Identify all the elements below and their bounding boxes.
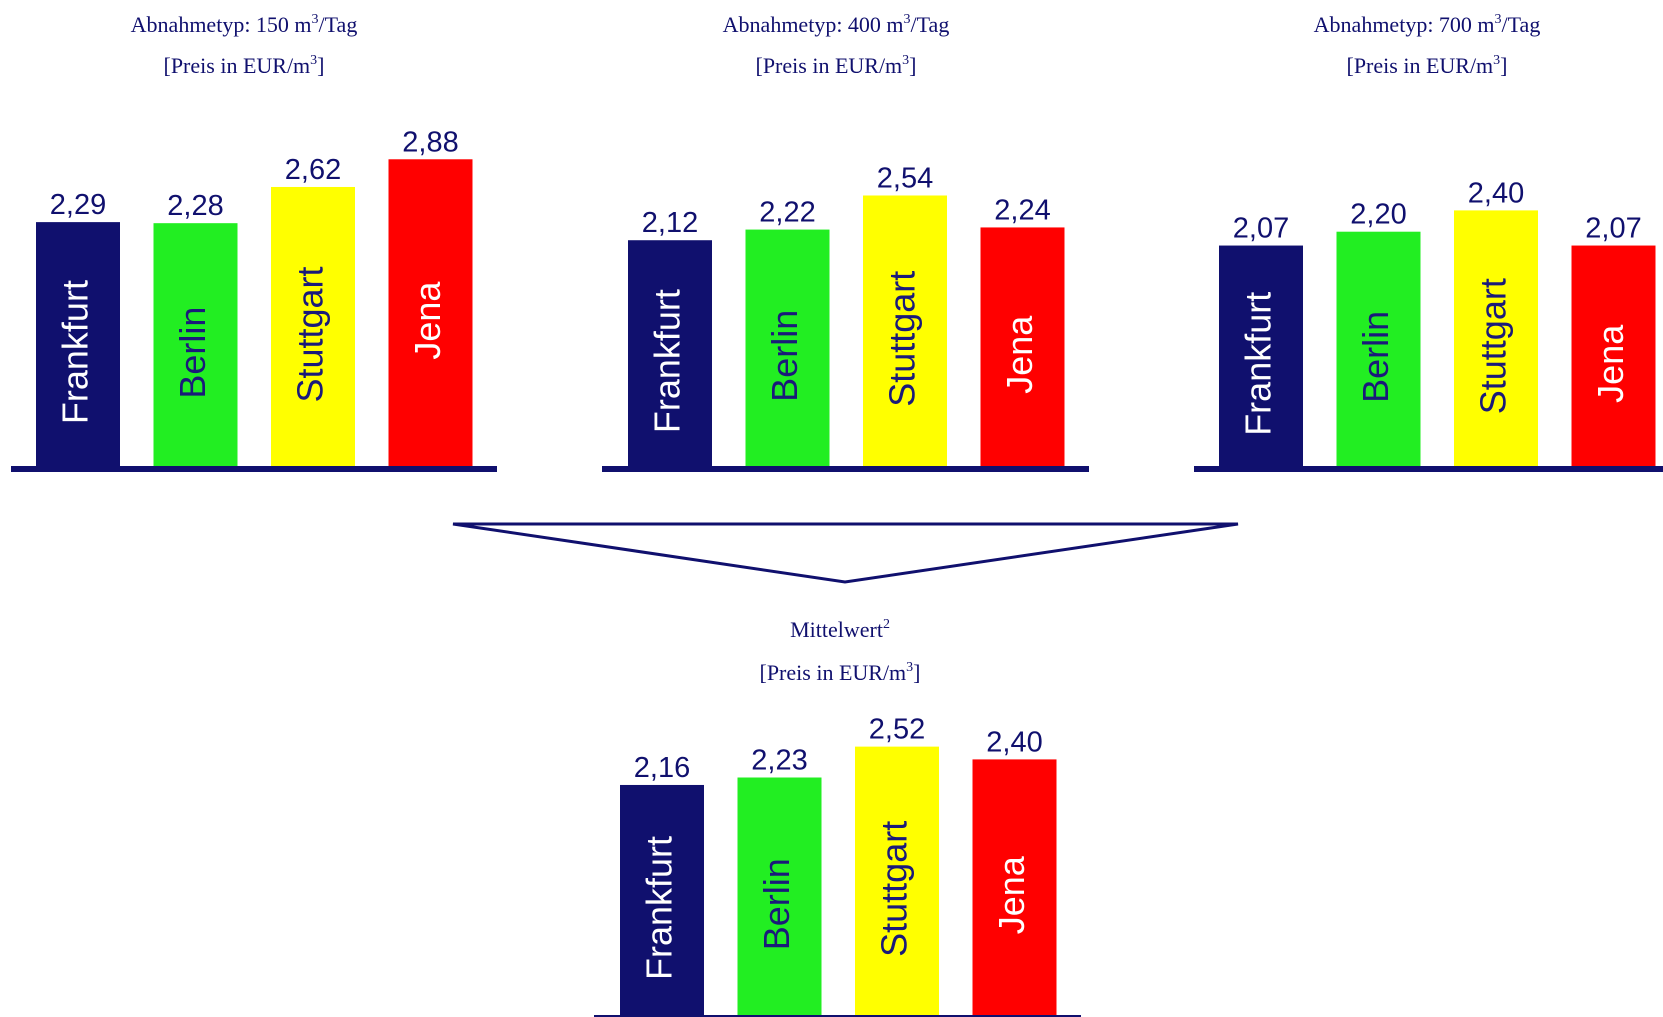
- value-label-berlin: 2,22: [759, 197, 815, 229]
- x-axis-line: [11, 466, 497, 472]
- category-label-berlin: Berlin: [1355, 311, 1396, 403]
- category-label-frankfurt: Frankfurt: [639, 836, 680, 980]
- value-label-frankfurt: 2,29: [50, 189, 106, 221]
- bar-frankfurt: [620, 784, 704, 1015]
- category-label-stuttgart: Stuttgart: [290, 266, 331, 402]
- chart-subtitle: [Preis in EUR/m3​]: [756, 53, 917, 78]
- chart-subtitle: [Preis in EUR/m3​]: [760, 660, 921, 685]
- bar-berlin: [1336, 231, 1421, 466]
- category-label-berlin: Berlin: [172, 307, 213, 399]
- value-label-stuttgart: 2,62: [285, 154, 341, 186]
- bar-jena: [388, 159, 473, 466]
- category-label-frankfurt: Frankfurt: [647, 289, 688, 433]
- category-label-jena: Jena: [991, 855, 1032, 934]
- charts-group: Abnahmetyp: 150 m3​/Tag [Preis in EUR/m3​…: [11, 12, 1663, 1017]
- chart-subtitle: [Preis in EUR/m3​]: [164, 53, 325, 78]
- bar-stuttgart: [271, 186, 355, 466]
- x-axis-line: [594, 1015, 1081, 1017]
- bar-berlin: [737, 777, 822, 1015]
- funnel-arrow: [452, 522, 1239, 584]
- bar-frankfurt: [1219, 245, 1303, 466]
- chart-title: Abnahmetyp: 700 m3​/Tag: [1314, 12, 1541, 37]
- category-label-stuttgart: Stuttgart: [1473, 278, 1514, 414]
- category-label-jena: Jena: [1590, 324, 1631, 403]
- chart-subtitle: [Preis in EUR/m3​]: [1347, 53, 1508, 78]
- chart-title: Abnahmetyp: 400 m3​/Tag: [723, 12, 950, 37]
- bar-jena: [972, 759, 1057, 1015]
- x-axis-line: [1194, 466, 1663, 472]
- category-label-frankfurt: Frankfurt: [55, 280, 96, 424]
- value-label-frankfurt: 2,16: [634, 752, 690, 784]
- value-label-berlin: 2,23: [751, 745, 807, 777]
- value-label-stuttgart: 2,54: [877, 162, 933, 194]
- value-label-jena: 2,24: [994, 194, 1050, 226]
- bar-stuttgart: [863, 195, 947, 467]
- bar-stuttgart: [855, 746, 939, 1015]
- value-label-frankfurt: 2,07: [1233, 213, 1289, 245]
- value-label-berlin: 2,20: [1350, 199, 1406, 231]
- value-label-frankfurt: 2,12: [642, 207, 698, 239]
- category-label-stuttgart: Stuttgart: [882, 271, 923, 407]
- chart-title: Abnahmetyp: 150 m3​/Tag: [131, 12, 358, 37]
- chart-panel-2: Abnahmetyp: 400 m3​/Tag [Preis in EUR/m3​…: [602, 12, 1089, 472]
- value-label-jena: 2,40: [986, 726, 1042, 758]
- bar-jena: [1571, 245, 1656, 466]
- category-label-jena: Jena: [999, 315, 1040, 394]
- category-label-berlin: Berlin: [756, 858, 797, 950]
- category-label-berlin: Berlin: [764, 310, 805, 402]
- value-label-jena: 2,07: [1585, 213, 1641, 245]
- bar-frankfurt: [628, 240, 712, 466]
- value-label-stuttgart: 2,52: [869, 714, 925, 746]
- category-label-jena: Jena: [407, 281, 448, 360]
- bar-berlin: [745, 229, 830, 466]
- chart-panel-3: Abnahmetyp: 700 m3​/Tag [Preis in EUR/m3​…: [1194, 12, 1663, 472]
- chart-title: Mittelwert2​: [790, 617, 890, 642]
- chart-panel-1: Abnahmetyp: 150 m3​/Tag [Preis in EUR/m3​…: [11, 12, 497, 472]
- value-label-stuttgart: 2,40: [1468, 177, 1524, 209]
- bar-jena: [980, 227, 1065, 466]
- bar-stuttgart: [1454, 210, 1538, 466]
- bar-frankfurt: [36, 222, 120, 466]
- category-label-frankfurt: Frankfurt: [1238, 292, 1279, 436]
- value-label-berlin: 2,28: [167, 190, 223, 222]
- category-label-stuttgart: Stuttgart: [874, 821, 915, 957]
- x-axis-line: [602, 466, 1089, 472]
- value-label-jena: 2,88: [402, 126, 458, 158]
- chart-panel-4: Mittelwert2​ [Preis in EUR/m3​] 2,16 Frankf…: [594, 617, 1081, 1017]
- bar-berlin: [153, 223, 238, 466]
